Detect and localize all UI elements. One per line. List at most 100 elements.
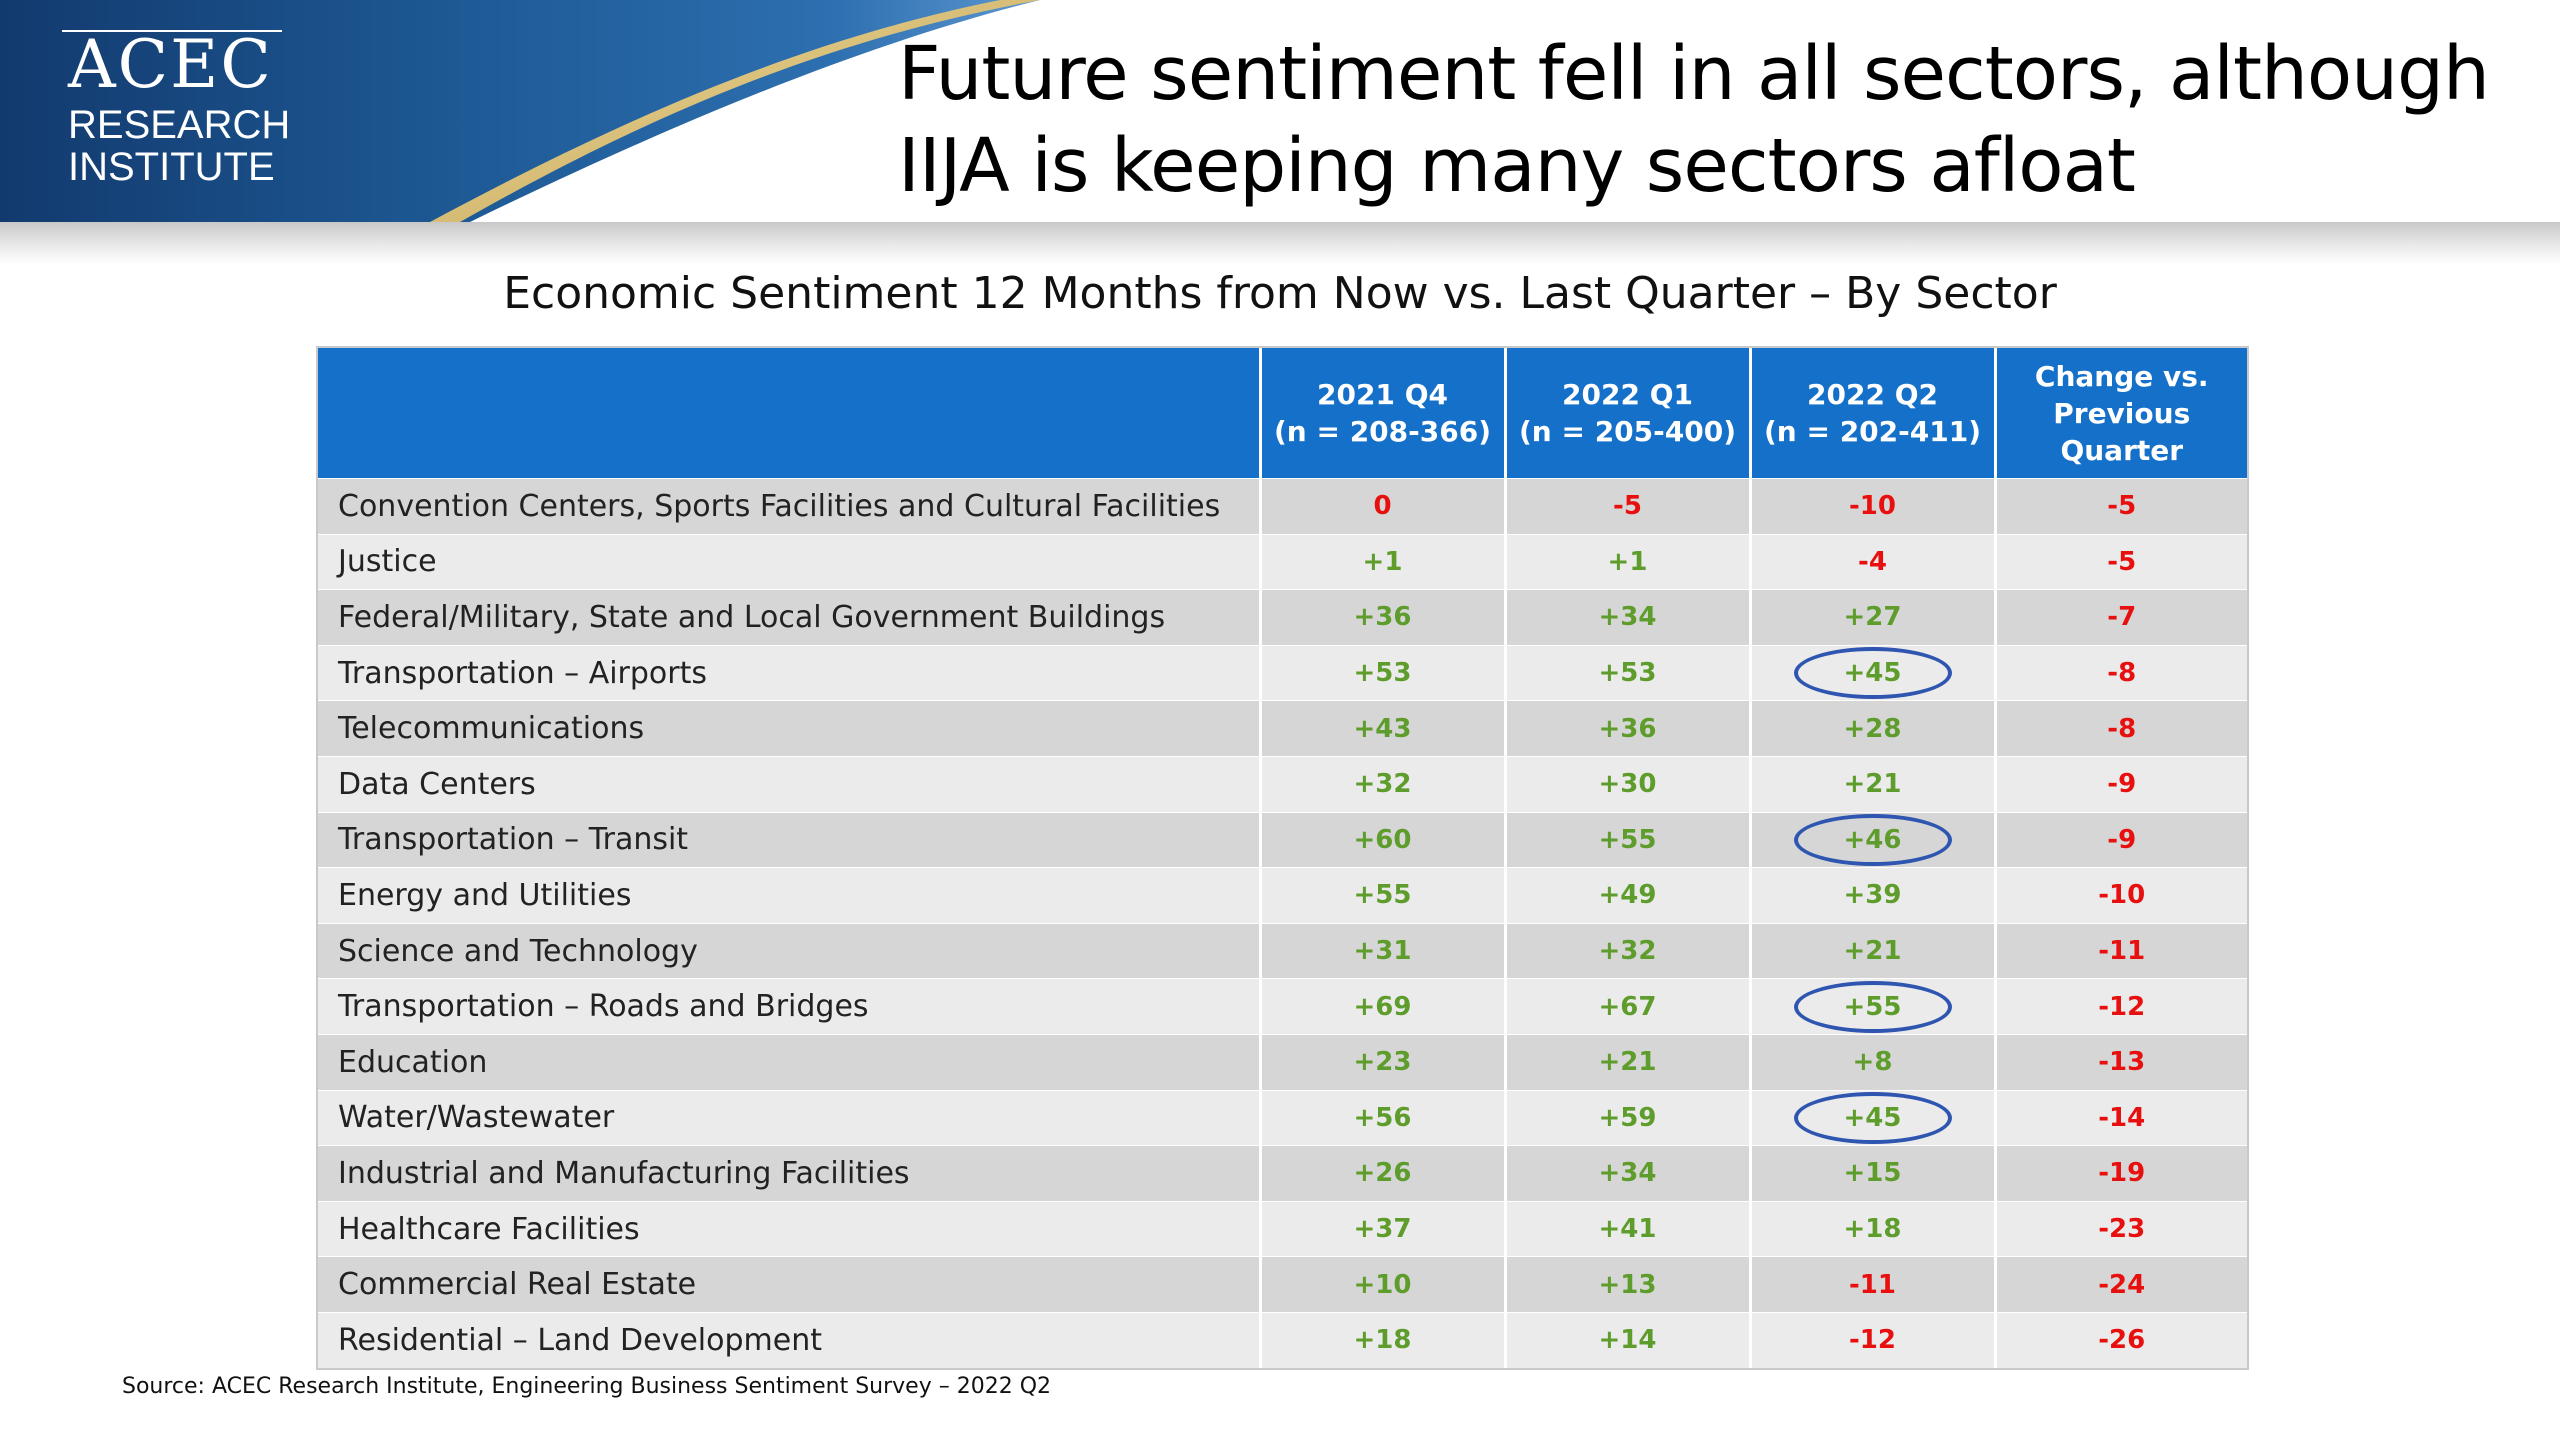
table-row: Telecommunications +43 +36 +28 -8	[318, 700, 2247, 757]
value-2022-q1: +34	[1503, 1145, 1750, 1202]
value-2022-q2-text: +8	[1852, 1047, 1893, 1078]
value-2022-q2-text: +28	[1843, 713, 1902, 744]
value-2021-q4-text: +53	[1353, 658, 1412, 689]
column-header-text: (n = 205-400)	[1519, 415, 1736, 448]
value-2022-q1: +13	[1503, 1256, 1750, 1313]
column-header-text: (n = 202-411)	[1764, 415, 1981, 448]
column-header-1: 2021 Q4 (n = 208-366)	[1258, 348, 1505, 479]
value-2022-q1-text: +67	[1598, 991, 1657, 1022]
slide-title: Future sentiment fell in all sectors, al…	[898, 28, 2498, 212]
sector-name: Federal/Military, State and Local Govern…	[318, 589, 1260, 646]
sector-name: Healthcare Facilities	[318, 1200, 1260, 1257]
table-row: Science and Technology +31 +32 +21 -11	[318, 922, 2247, 979]
value-change-text: -13	[2098, 1047, 2146, 1078]
value-2022-q2: +39	[1748, 867, 1995, 924]
value-2022-q1-text: +41	[1598, 1214, 1657, 1245]
sector-name: Residential – Land Development	[318, 1311, 1260, 1368]
sector-name: Transportation – Transit	[318, 811, 1260, 868]
value-2022-q1-text: +14	[1598, 1325, 1657, 1356]
value-2021-q4: +31	[1258, 922, 1505, 979]
value-2022-q2-text: +21	[1843, 769, 1902, 800]
value-2021-q4: +37	[1258, 1200, 1505, 1257]
value-change-text: -5	[2107, 491, 2137, 522]
value-change: -14	[1993, 1089, 2247, 1146]
value-2022-q2-text: -10	[1849, 491, 1896, 522]
value-2022-q2: +15	[1748, 1145, 1995, 1202]
value-2021-q4: +10	[1258, 1256, 1505, 1313]
value-2021-q4-text: +43	[1353, 713, 1412, 744]
value-change-text: -14	[2098, 1102, 2146, 1133]
table-row: Water/Wastewater +56 +59 +45 -14	[318, 1089, 2247, 1146]
value-2021-q4: +43	[1258, 700, 1505, 757]
table-row: Education +23 +21 +8 -13	[318, 1033, 2247, 1091]
source-note: Source: ACEC Research Institute, Enginee…	[122, 1374, 1052, 1399]
table-row: Transportation – Airports +53 +53 +45 -8	[318, 644, 2247, 701]
table-title: Economic Sentiment 12 Months from Now vs…	[503, 268, 2057, 319]
value-2021-q4: +23	[1258, 1033, 1505, 1091]
sector-name: Science and Technology	[318, 922, 1260, 979]
value-2022-q1: +49	[1503, 867, 1750, 924]
sector-name: Justice	[318, 533, 1260, 590]
value-2021-q4: +1	[1258, 533, 1505, 590]
value-change: -19	[1993, 1145, 2247, 1202]
value-change-text: -5	[2107, 546, 2137, 577]
value-change: -10	[1993, 867, 2247, 924]
value-change-text: -12	[2098, 991, 2146, 1022]
column-header-4: Change vs. Previous Quarter	[1993, 348, 2247, 479]
value-change: -13	[1993, 1033, 2247, 1091]
value-2022-q2: +55	[1748, 978, 1995, 1035]
logo-subtitle: RESEARCH INSTITUTE	[68, 104, 290, 188]
value-2021-q4: +32	[1258, 755, 1505, 813]
sector-name: Commercial Real Estate	[318, 1256, 1260, 1313]
slide-title-line2: IIJA is keeping many sectors afloat	[898, 123, 2136, 209]
value-2022-q2: +28	[1748, 700, 1995, 757]
value-2022-q1: +53	[1503, 644, 1750, 701]
sentiment-table: 2021 Q4 (n = 208-366) 2022 Q1 (n = 205-400)…	[316, 346, 2249, 1370]
value-2021-q4: +36	[1258, 589, 1505, 646]
value-2021-q4: +56	[1258, 1089, 1505, 1146]
value-2022-q2: +27	[1748, 589, 1995, 646]
value-change-text: -8	[2107, 658, 2137, 689]
value-2021-q4-text: +1	[1362, 546, 1403, 577]
table-header-row: 2021 Q4 (n = 208-366) 2022 Q1 (n = 205-400)…	[318, 348, 2247, 479]
value-change: -9	[1993, 811, 2247, 868]
sector-name: Convention Centers, Sports Facilities an…	[318, 478, 1260, 535]
table-row: Healthcare Facilities +37 +41 +18 -23	[318, 1200, 2247, 1257]
value-change: -26	[1993, 1311, 2247, 1368]
value-change-text: -9	[2107, 824, 2137, 855]
logo-banner	[0, 0, 1040, 222]
table-row: Data Centers +32 +30 +21 -9	[318, 755, 2247, 813]
value-2022-q2: +8	[1748, 1033, 1995, 1091]
value-2021-q4: +60	[1258, 811, 1505, 868]
logo-wordmark: ACEC	[68, 26, 273, 103]
value-change-text: -11	[2098, 936, 2146, 967]
value-2022-q1: +36	[1503, 700, 1750, 757]
value-2021-q4: +55	[1258, 867, 1505, 924]
value-2021-q4-text: +69	[1353, 991, 1412, 1022]
value-2021-q4-text: +55	[1353, 880, 1412, 911]
value-2022-q1: +59	[1503, 1089, 1750, 1146]
value-2022-q1-text: +34	[1598, 1158, 1657, 1189]
value-2022-q1-text: +36	[1598, 713, 1657, 744]
value-change: -23	[1993, 1200, 2247, 1257]
value-2021-q4-text: +37	[1353, 1214, 1412, 1245]
value-2022-q1: +14	[1503, 1311, 1750, 1368]
value-2022-q1: +55	[1503, 811, 1750, 868]
table-row: Transportation – Transit +60 +55 +46 -9	[318, 811, 2247, 868]
value-change: -8	[1993, 644, 2247, 701]
value-2021-q4: +26	[1258, 1145, 1505, 1202]
slide-title-line1: Future sentiment fell in all sectors, al…	[898, 31, 2490, 117]
table-row: Energy and Utilities +55 +49 +39 -10	[318, 867, 2247, 924]
value-2022-q1: +34	[1503, 589, 1750, 646]
value-2022-q2: +21	[1748, 922, 1995, 979]
sector-name: Industrial and Manufacturing Facilities	[318, 1145, 1260, 1202]
value-change-text: -23	[2098, 1214, 2146, 1245]
value-change: -11	[1993, 922, 2247, 979]
value-2022-q1: +67	[1503, 978, 1750, 1035]
sector-name: Data Centers	[318, 755, 1260, 813]
value-2022-q2-text: -11	[1849, 1269, 1896, 1300]
value-2022-q1: +21	[1503, 1033, 1750, 1091]
value-2022-q1-text: +49	[1598, 880, 1657, 911]
logo-subtitle-line1: RESEARCH	[68, 103, 291, 147]
value-2021-q4-text: +60	[1353, 824, 1412, 855]
